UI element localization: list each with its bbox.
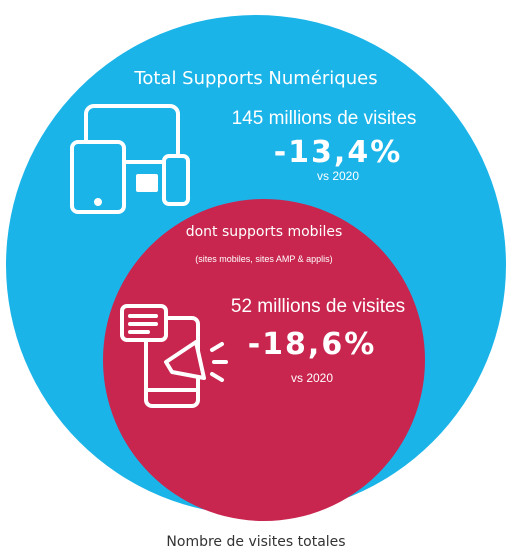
mobile-subtitle: (sites mobiles, sites AMP & applis) bbox=[195, 254, 332, 264]
mobile-visits: 52 millions de visites bbox=[231, 296, 405, 317]
mobile-circle bbox=[103, 199, 425, 521]
total-change: -13,4% bbox=[274, 135, 403, 170]
mobile-change: -18,6% bbox=[248, 327, 377, 362]
mobile-icon bbox=[120, 304, 228, 408]
caption: Nombre de visites totales bbox=[166, 534, 345, 550]
devices-icon bbox=[70, 104, 190, 214]
total-comparison: vs 2020 bbox=[317, 169, 359, 183]
mobile-title: dont supports mobiles bbox=[186, 224, 343, 240]
total-visits: 145 millions de visites bbox=[232, 108, 417, 129]
total-title: Total Supports Numériques bbox=[133, 68, 377, 89]
mobile-comparison: vs 2020 bbox=[291, 371, 333, 385]
